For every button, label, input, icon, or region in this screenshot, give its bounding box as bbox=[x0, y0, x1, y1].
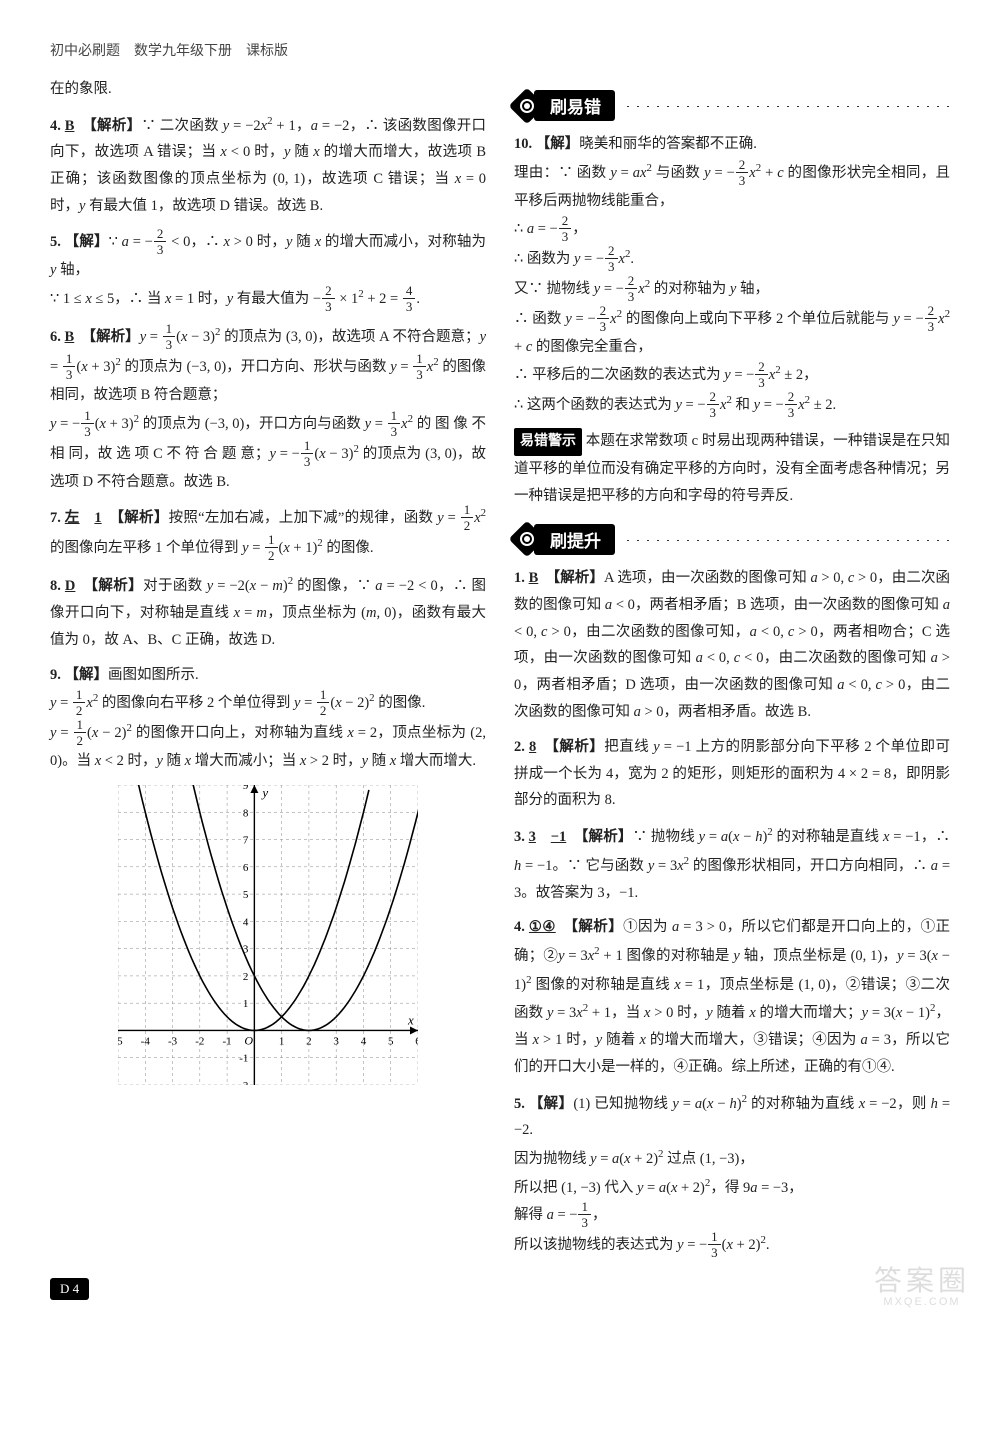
svg-text:7: 7 bbox=[243, 835, 249, 847]
right-column: 刷易错 10. 【解】晓美和丽华的答案都不正确. 理由：∵ 函数 y = ax2… bbox=[514, 76, 950, 1268]
banner-dots bbox=[623, 540, 950, 541]
svg-text:O: O bbox=[244, 1034, 253, 1048]
t4: 4. ①④ 【解析】①因为 a = 3 > 0，所以它们都是开口向上的，①正确；… bbox=[514, 914, 950, 1080]
svg-text:-3: -3 bbox=[168, 1036, 178, 1048]
q8: 8. D 【解析】对于函数 y = −2(x − m)2 的图像，∵ a = −… bbox=[50, 571, 486, 653]
q4: 4. B 【解析】∵ 二次函数 y = −2x2 + 1，a = −2，∴ 该函… bbox=[50, 111, 486, 220]
t2: 2. 8 【解析】把直线 y = −1 上方的阴影部分向下平移 2 个单位即可拼… bbox=[514, 734, 950, 814]
pre-q4-trail: 在的象限. bbox=[50, 76, 486, 103]
left-column: 在的象限. 4. B 【解析】∵ 二次函数 y = −2x2 + 1，a = −… bbox=[50, 76, 486, 1268]
two-column-layout: 在的象限. 4. B 【解析】∵ 二次函数 y = −2x2 + 1，a = −… bbox=[50, 76, 950, 1268]
q10: 10. 【解】晓美和丽华的答案都不正确. 理由：∵ 函数 y = ax2 与函数… bbox=[514, 131, 950, 420]
page: 初中必刷题 数学九年级下册 课标版 在的象限. 4. B 【解析】∵ 二次函数 … bbox=[0, 0, 1000, 1318]
page-number-badge: D 4 bbox=[50, 1278, 89, 1300]
section-shua-yicuo: 刷易错 bbox=[514, 90, 950, 121]
t1: 1. B 【解析】1. B 【解析】A 选项，由一次函数的图像可知 a > 0,… bbox=[514, 565, 950, 726]
t5: 5. 【解】(1) 已知抛物线 y = a(x − h)2 的对称轴为直线 x … bbox=[514, 1089, 950, 1261]
svg-text:4: 4 bbox=[243, 917, 249, 929]
watermark-url: MXQE.COM bbox=[874, 1296, 970, 1308]
svg-text:2: 2 bbox=[306, 1036, 312, 1048]
svg-text:5: 5 bbox=[388, 1036, 394, 1048]
banner-label: 刷提升 bbox=[534, 524, 615, 555]
banner-label: 刷易错 bbox=[534, 90, 615, 121]
svg-text:-2: -2 bbox=[195, 1036, 204, 1048]
watermark-top: 答案圈 bbox=[874, 1265, 970, 1296]
watermark: 答案圈 MXQE.COM bbox=[874, 1266, 970, 1309]
svg-text:y: y bbox=[260, 785, 268, 800]
section-shua-tisheng: 刷提升 bbox=[514, 524, 950, 555]
svg-text:9: 9 bbox=[243, 785, 249, 792]
svg-text:8: 8 bbox=[243, 807, 249, 819]
t3: 3. 3 −1 【解析】∵ 抛物线 y = a(x − h)2 的对称轴是直线 … bbox=[514, 822, 950, 906]
svg-text:-4: -4 bbox=[141, 1036, 151, 1048]
q9: 9. 【解】画图如图所示. y = 12x2 的图像向右平移 2 个单位得到 y… bbox=[50, 662, 486, 776]
q5: 5. 【解】∵ a = −23 < 0，∴ x > 0 时，y 随 x 的增大而… bbox=[50, 228, 486, 314]
svg-text:1: 1 bbox=[243, 998, 249, 1010]
svg-text:6: 6 bbox=[415, 1036, 418, 1048]
warn-tag: 易错警示 bbox=[514, 428, 582, 456]
svg-text:5: 5 bbox=[243, 889, 249, 901]
svg-text:-2: -2 bbox=[239, 1080, 248, 1085]
book-header: 初中必刷题 数学九年级下册 课标版 bbox=[50, 40, 950, 60]
q7: 7. 左 1 【解析】按照“左加右减，上加下减”的规律，函数 y = 12x2 … bbox=[50, 503, 486, 563]
svg-text:-1: -1 bbox=[223, 1036, 232, 1048]
parabola-graph: -5-4-3-2-1123456-2-1123456789Oyx bbox=[118, 785, 418, 1085]
svg-text:3: 3 bbox=[333, 1036, 339, 1048]
svg-text:-5: -5 bbox=[118, 1036, 123, 1048]
svg-text:x: x bbox=[407, 1013, 414, 1028]
svg-text:4: 4 bbox=[361, 1036, 367, 1048]
q10-warning: 易错警示 本题在求常数项 c 时易出现两种错误，一种错误是在只知道平移的单位而没… bbox=[514, 428, 950, 510]
svg-text:2: 2 bbox=[243, 971, 249, 983]
svg-text:1: 1 bbox=[279, 1036, 285, 1048]
svg-text:-1: -1 bbox=[239, 1053, 248, 1065]
banner-dots bbox=[623, 106, 950, 107]
q6: 6. B 【解析】y = 13(x − 3)2 的顶点为 (3, 0)，故选项 … bbox=[50, 322, 486, 496]
svg-text:6: 6 bbox=[243, 862, 249, 874]
